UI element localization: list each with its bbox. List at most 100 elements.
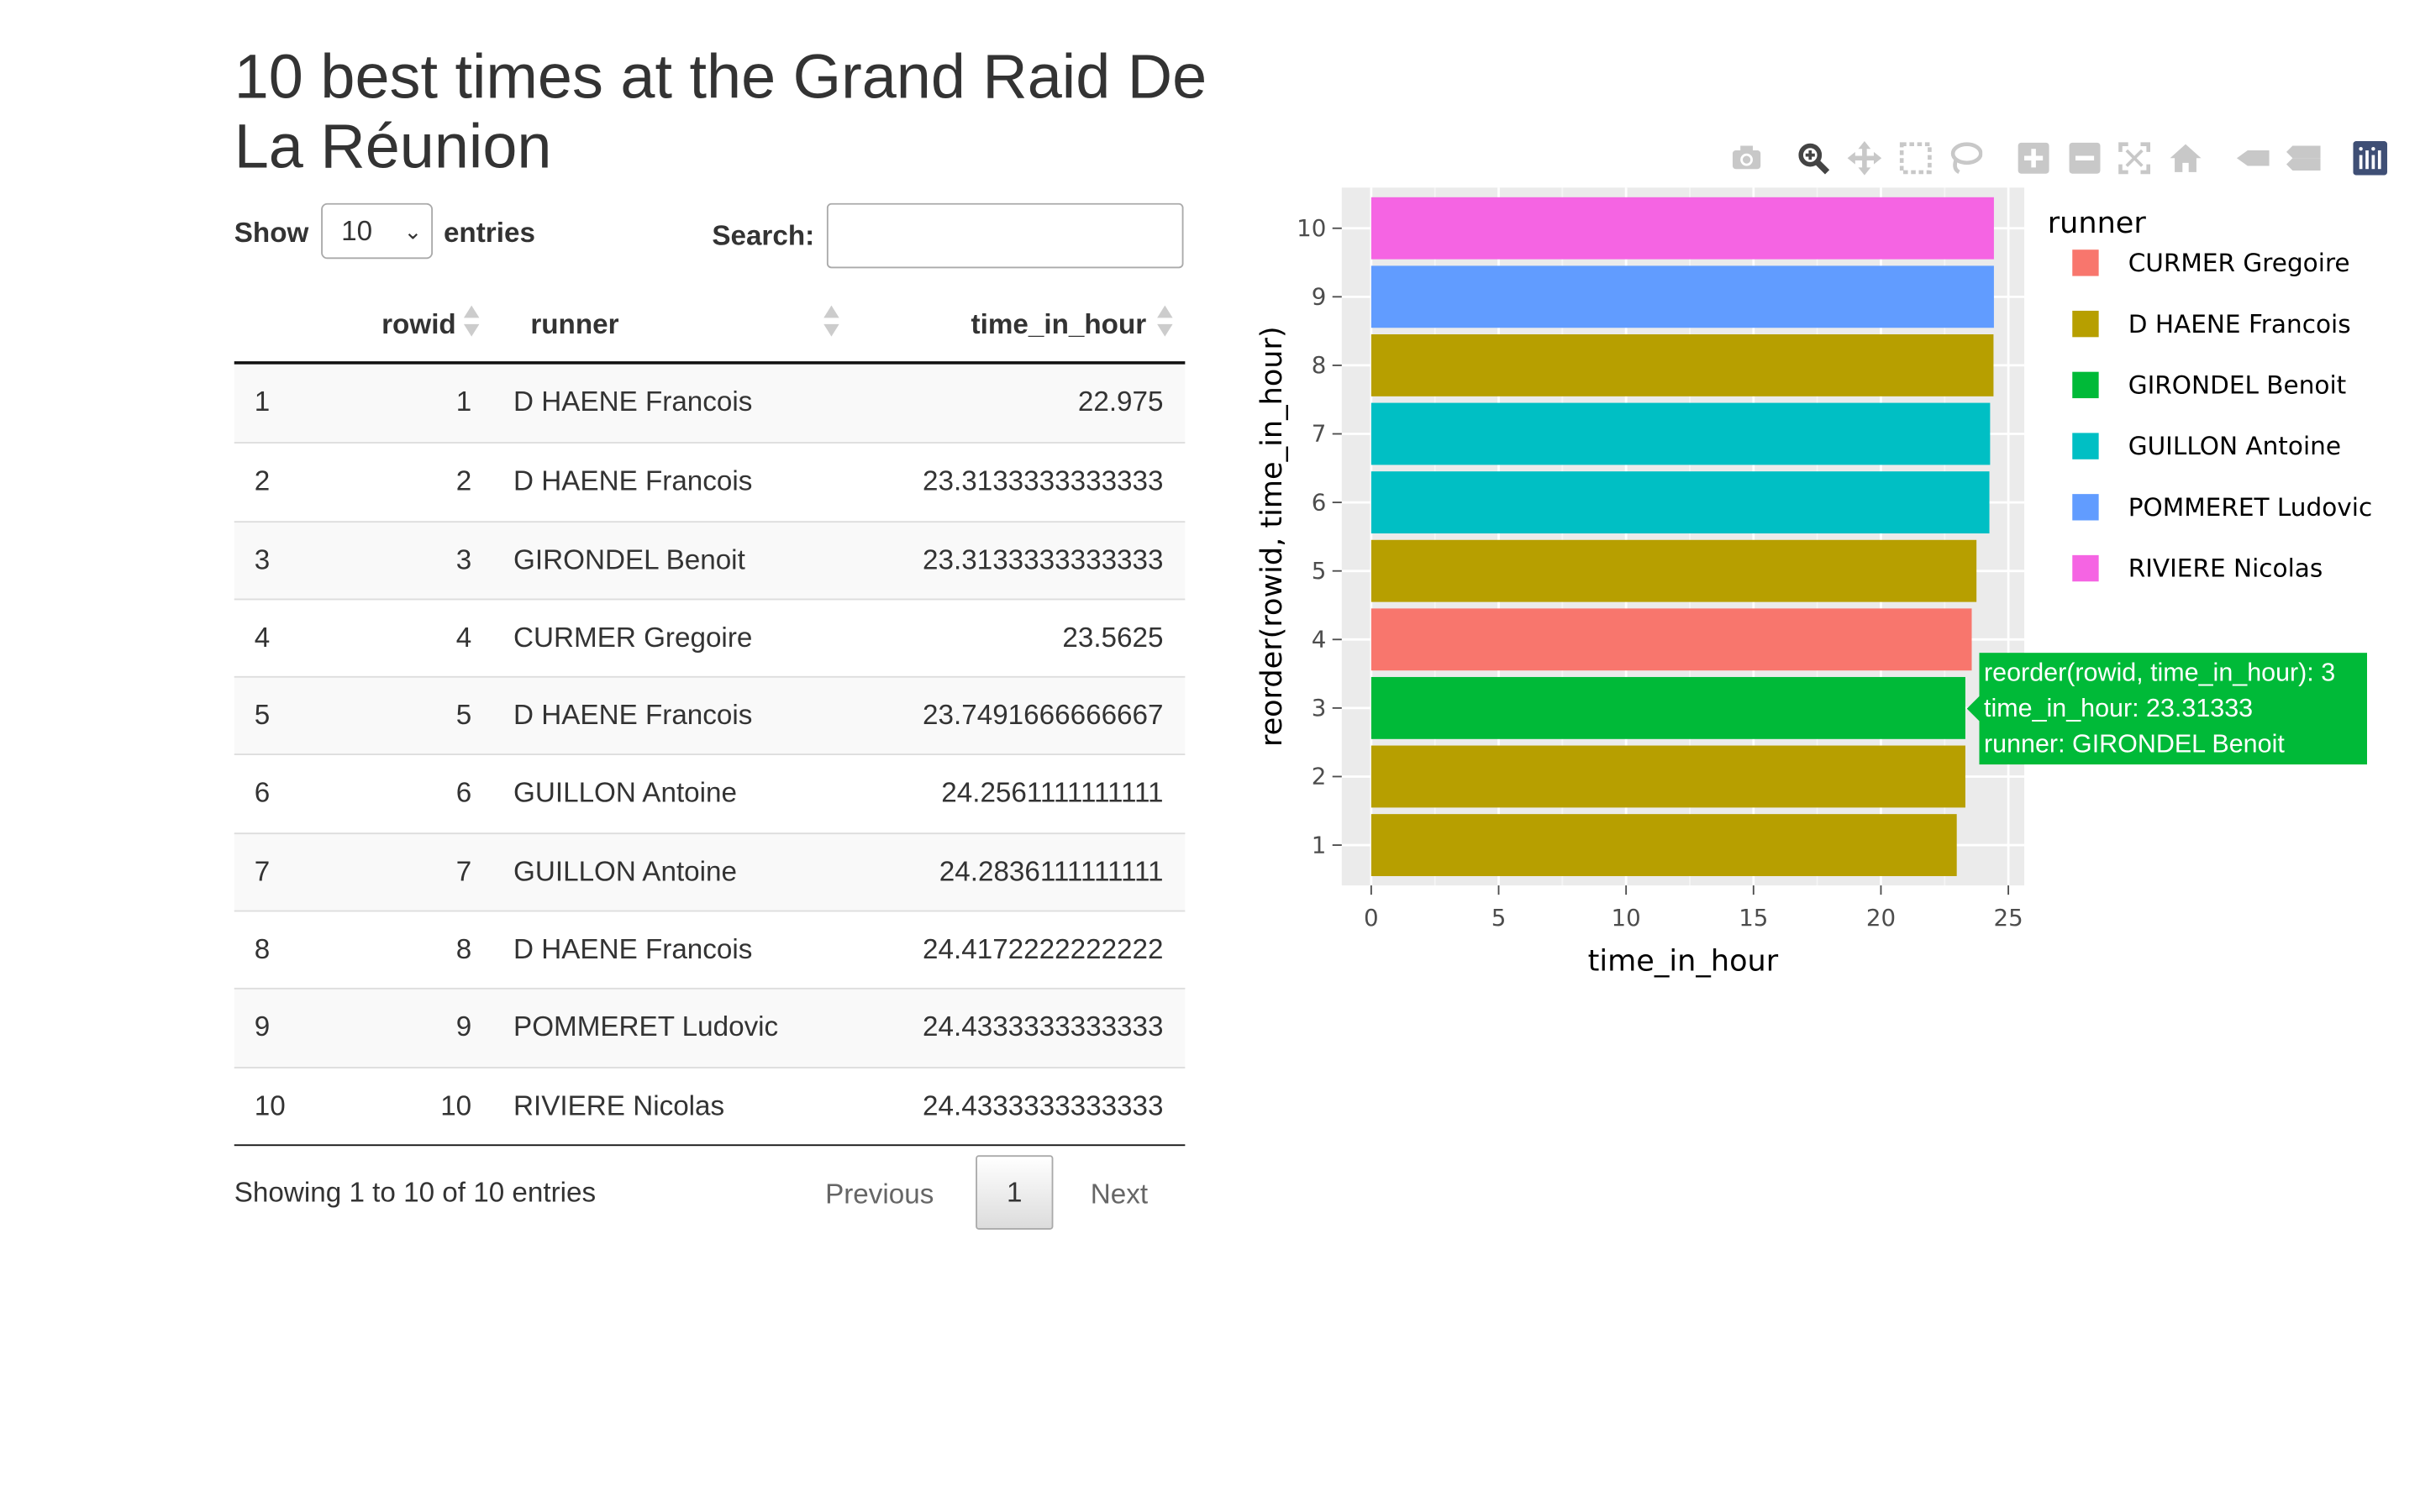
entries-select[interactable]: 10 ⌄ xyxy=(321,202,434,260)
sort-runner-icon[interactable] xyxy=(823,305,839,343)
search-label: Search: xyxy=(712,220,815,252)
next-button[interactable]: Next xyxy=(1090,1178,1149,1210)
cell-index: 7 xyxy=(254,855,271,887)
cell-index: 4 xyxy=(254,622,271,653)
header-rowid[interactable]: rowid xyxy=(381,308,456,340)
cell-index: 6 xyxy=(254,777,271,809)
sort-rowid-icon[interactable] xyxy=(463,305,480,343)
bar[interactable] xyxy=(1370,197,1994,260)
y-tick-label: 6 xyxy=(1312,488,1327,516)
bar[interactable] xyxy=(1370,745,1965,808)
reset-axes-icon[interactable] xyxy=(2169,141,2203,176)
page-title: 10 best times at the Grand Raid De La Ré… xyxy=(234,43,1207,181)
tooltip-line-category: reorder(rowid, time_in_hour): 3 xyxy=(1984,659,2336,687)
cell-rowid: 10 xyxy=(440,1089,472,1121)
search-input[interactable] xyxy=(826,202,1184,269)
cell-runner: D HAENE Francois xyxy=(513,465,753,497)
pan-icon[interactable] xyxy=(1847,140,1882,176)
bar[interactable] xyxy=(1370,333,1994,396)
legend-swatch[interactable] xyxy=(2072,249,2099,276)
bar[interactable] xyxy=(1370,471,1990,534)
header-runner[interactable]: runner xyxy=(530,308,619,340)
box-select-icon[interactable] xyxy=(1899,141,1933,176)
legend-swatch[interactable] xyxy=(2072,494,2099,521)
cell-runner: CURMER Gregoire xyxy=(513,622,753,653)
cell-runner: POMMERET Ludovic xyxy=(513,1011,779,1043)
legend-item-label[interactable]: RIVIERE Nicolas xyxy=(2128,554,2323,583)
cell-rowid: 6 xyxy=(455,777,472,809)
x-tick-label: 0 xyxy=(1364,904,1379,932)
legend-swatch[interactable] xyxy=(2072,554,2099,582)
table-row[interactable]: 10 10 RIVIERE Nicolas 24.4333333333333 xyxy=(234,1066,1186,1144)
cell-index: 5 xyxy=(254,699,271,731)
cell-runner: GUILLON Antoine xyxy=(513,855,738,887)
table-row[interactable]: 4 4 CURMER Gregoire 23.5625 xyxy=(234,598,1186,676)
cell-index: 10 xyxy=(254,1089,286,1121)
legend-swatch[interactable] xyxy=(2072,433,2099,459)
cell-rowid: 2 xyxy=(455,465,472,497)
bar[interactable] xyxy=(1370,265,1994,328)
legend-swatch[interactable] xyxy=(2072,310,2099,338)
y-tick-label: 10 xyxy=(1297,214,1326,242)
x-tick-label: 25 xyxy=(1993,904,2023,932)
cell-index: 8 xyxy=(254,933,271,965)
spike-lines-icon[interactable] xyxy=(2235,141,2270,176)
legend-item-label[interactable]: D HAENE Francois xyxy=(2128,310,2351,339)
table-row[interactable]: 6 6 GUILLON Antoine 24.2561111111111 xyxy=(234,754,1186,832)
entries-label: entries xyxy=(443,217,535,249)
legend-item-label[interactable]: POMMERET Ludovic xyxy=(2128,493,2373,522)
table-row[interactable]: 9 9 POMMERET Ludovic 24.4333333333333 xyxy=(234,988,1186,1067)
table-body: 1 1 D HAENE Francois 22.975 2 2 D HAENE Franco… xyxy=(234,364,1186,1147)
sort-time-icon[interactable] xyxy=(1157,305,1173,343)
tooltip-line-runner: runner: GIRONDEL Benoit xyxy=(1984,730,2285,759)
y-tick-label: 5 xyxy=(1312,557,1327,585)
cell-index: 3 xyxy=(254,543,271,575)
table-row[interactable]: 5 5 D HAENE Francois 23.7491666666667 xyxy=(234,676,1186,755)
cell-time-in-hour: 22.975 xyxy=(1077,386,1164,417)
cell-time-in-hour: 23.5625 xyxy=(1062,622,1164,653)
cell-index: 2 xyxy=(254,465,271,497)
data-table: rowid runner time_in_hour 1 1 D HAENE Fran… xyxy=(234,287,1186,1147)
cell-time-in-hour: 23.7491666666667 xyxy=(923,699,1164,731)
bar[interactable] xyxy=(1370,539,1977,602)
previous-button[interactable]: Previous xyxy=(825,1178,934,1210)
chevron-down-icon: ⌄ xyxy=(403,218,423,244)
zoom-out-icon[interactable] xyxy=(2068,141,2102,176)
plotly-logo-icon[interactable] xyxy=(2353,140,2387,176)
legend-item-label[interactable]: GUILLON Antoine xyxy=(2128,432,2341,460)
cell-rowid: 4 xyxy=(455,622,472,653)
compare-hover-icon[interactable] xyxy=(2286,141,2321,176)
camera-icon[interactable] xyxy=(1729,141,1764,176)
table-row[interactable]: 8 8 D HAENE Francois 24.4172222222222 xyxy=(234,910,1186,989)
cell-time-in-hour: 23.3133333333333 xyxy=(923,543,1164,575)
bar[interactable] xyxy=(1370,608,1972,671)
page-1-button[interactable]: 1 xyxy=(976,1155,1054,1230)
bar[interactable] xyxy=(1370,402,1991,465)
cell-runner: GUILLON Antoine xyxy=(513,777,738,809)
bar[interactable] xyxy=(1370,676,1965,739)
y-tick-label: 2 xyxy=(1312,763,1327,790)
table-row[interactable]: 2 2 D HAENE Francois 23.3133333333333 xyxy=(234,442,1186,521)
legend-item-label[interactable]: GIRONDEL Benoit xyxy=(2128,371,2347,400)
legend-item-label[interactable]: CURMER Gregoire xyxy=(2128,249,2350,277)
header-time-in-hour[interactable]: time_in_hour xyxy=(971,308,1147,340)
tooltip-arrow xyxy=(1966,696,1980,722)
lasso-select-icon[interactable] xyxy=(1949,141,1983,176)
table-row[interactable]: 1 1 D HAENE Francois 22.975 xyxy=(234,364,1186,443)
show-label: Show xyxy=(234,217,309,249)
x-tick-label: 20 xyxy=(1866,904,1896,932)
cell-rowid: 7 xyxy=(455,855,472,887)
table-row[interactable]: 3 3 GIRONDEL Benoit 23.3133333333333 xyxy=(234,520,1186,599)
cell-time-in-hour: 24.4333333333333 xyxy=(923,1089,1164,1121)
legend-swatch[interactable] xyxy=(2072,371,2099,399)
cell-time-in-hour: 24.2836111111111 xyxy=(939,855,1164,887)
autoscale-icon[interactable] xyxy=(2118,141,2152,176)
table-info: Showing 1 to 10 of 10 entries xyxy=(234,1177,597,1209)
zoom-icon[interactable] xyxy=(1797,141,1831,176)
table-row[interactable]: 7 7 GUILLON Antoine 24.2836111111111 xyxy=(234,832,1186,911)
zoom-in-icon[interactable] xyxy=(2017,141,2051,176)
bar[interactable] xyxy=(1370,814,1957,876)
table-header: rowid runner time_in_hour xyxy=(234,287,1186,365)
